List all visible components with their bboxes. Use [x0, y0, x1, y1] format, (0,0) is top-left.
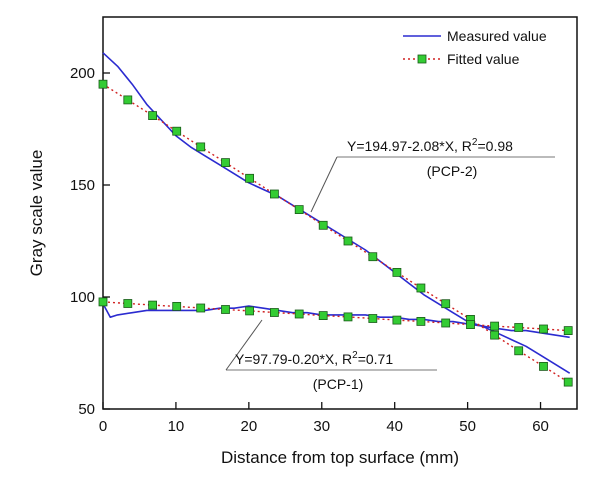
fitted-point	[123, 95, 133, 105]
x-tick-label: 10	[168, 418, 185, 435]
annotation-pcp2: Y=194.97-2.08*X, R2=0.98 (PCP-2)	[310, 137, 555, 213]
annotation-pcp2-eq-sup: 2	[472, 137, 478, 148]
annotation-pcp2-equation: Y=194.97-2.08*X, R2=0.98	[347, 137, 513, 154]
fitted-point	[318, 311, 328, 321]
fitted-point	[539, 361, 548, 371]
plot-frame	[102, 16, 578, 410]
fitted-point	[392, 315, 402, 325]
fitted-point	[172, 301, 182, 311]
x-tick-label: 20	[241, 418, 258, 435]
y-tick-label: 100	[70, 289, 95, 306]
annotation-pcp1-eq-main: Y=97.79-0.20*X, R	[235, 351, 352, 367]
fitted-point	[269, 308, 279, 317]
fitted-point	[514, 346, 524, 356]
axis-ticks: 0 10 20 30 40 50 60 50 100 150 200	[70, 65, 549, 435]
y-tick-label: 200	[70, 65, 95, 82]
fitted-point	[221, 305, 230, 314]
series-measured-1	[102, 303, 570, 339]
fitted-point	[466, 320, 475, 330]
annotation-pcp1-label: (PCP-1)	[313, 376, 364, 392]
fitted-point	[343, 236, 353, 246]
x-tick-label: 30	[313, 418, 330, 435]
series-measured-0	[102, 52, 571, 374]
fitted-point	[416, 316, 426, 326]
fitted-point	[269, 189, 279, 199]
x-tick-label: 0	[99, 418, 107, 435]
x-tick-label: 50	[459, 418, 476, 435]
fitted-point	[245, 173, 255, 183]
measured-line	[102, 303, 570, 339]
annotation-pcp2-eq-value: =0.98	[477, 138, 513, 154]
fitted-point	[441, 318, 451, 328]
fitted-point	[318, 220, 328, 230]
legend-fitted-marker	[417, 54, 427, 64]
annotation-pcp2-eq-main: Y=194.97-2.08*X, R	[347, 138, 472, 154]
fitted-point	[294, 205, 304, 215]
fitted-point	[368, 314, 378, 323]
legend: Measured value Fitted value	[403, 28, 547, 67]
fitted-point	[148, 300, 158, 310]
legend-fitted-label: Fitted value	[447, 51, 520, 67]
annotation-pcp1-leader	[225, 319, 263, 371]
fitted-point	[123, 299, 133, 308]
annotation-pcp2-leader	[310, 156, 338, 213]
fitted-point	[441, 299, 451, 309]
fitted-point	[196, 142, 206, 152]
fitted-point	[368, 252, 378, 262]
fitted-point	[563, 377, 573, 387]
fitted-point	[245, 306, 255, 316]
y-axis-title: Gray scale value	[27, 150, 46, 277]
x-tick-label: 60	[532, 418, 549, 435]
series-layer	[98, 52, 573, 387]
x-axis-title: Distance from top surface (mm)	[221, 448, 459, 467]
fitted-point	[343, 312, 353, 322]
x-tick-label: 40	[386, 418, 403, 435]
annotation-pcp1: Y=97.79-0.20*X, R2=0.71 (PCP-1)	[225, 319, 437, 392]
measured-line	[102, 52, 571, 374]
fitted-point	[416, 283, 426, 293]
legend-measured-label: Measured value	[447, 28, 547, 44]
y-tick-label: 150	[70, 177, 95, 194]
annotation-pcp2-label: (PCP-2)	[427, 163, 478, 179]
fitted-point	[563, 326, 573, 336]
fitted-point	[172, 126, 182, 136]
fitted-point	[196, 303, 206, 313]
fitted-point	[392, 267, 402, 277]
fitted-point	[221, 158, 230, 168]
fitted-point	[98, 297, 108, 307]
y-tick-label: 50	[78, 401, 95, 418]
annotation-pcp1-eq-sup: 2	[352, 350, 358, 361]
fitted-point	[490, 330, 500, 340]
fitted-point	[514, 323, 524, 332]
series-fitted-3	[98, 297, 573, 336]
fitted-point	[294, 309, 304, 319]
fitted-point	[148, 111, 158, 120]
annotation-pcp1-eq-value: =0.71	[358, 351, 394, 367]
fitted-point	[490, 321, 500, 331]
series-fitted-2	[98, 79, 573, 387]
fitted-point	[98, 79, 108, 89]
annotation-pcp1-equation: Y=97.79-0.20*X, R2=0.71	[235, 350, 393, 367]
fitted-point	[539, 324, 548, 334]
